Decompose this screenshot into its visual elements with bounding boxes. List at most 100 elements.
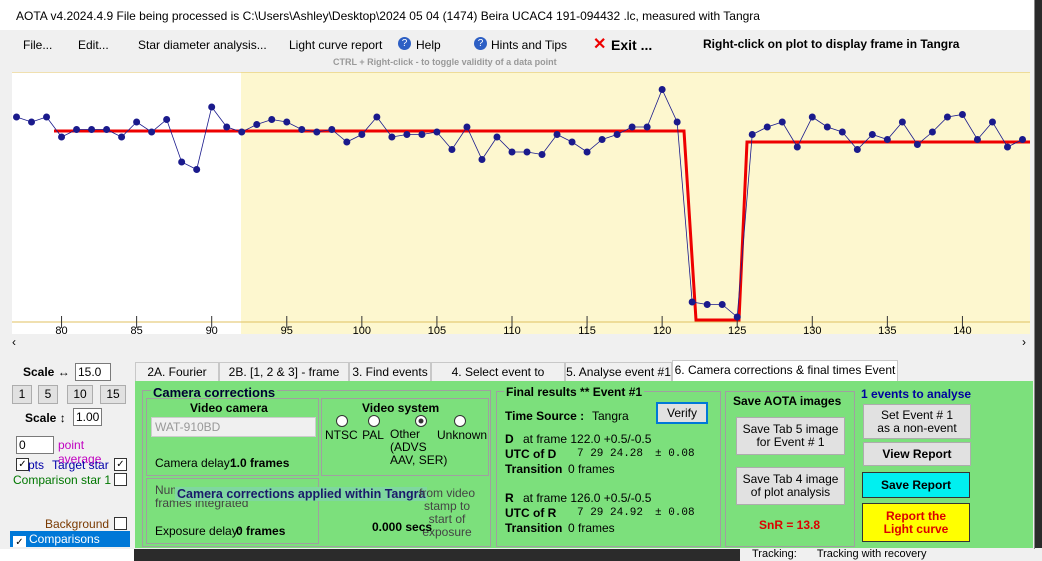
data-point	[493, 133, 501, 141]
label: Target star	[52, 458, 109, 472]
group	[725, 391, 855, 547]
data-point	[763, 123, 771, 131]
data-point	[703, 301, 711, 308]
menu-item[interactable]: Hints and Tips	[491, 38, 568, 52]
select[interactable]: 0	[16, 436, 54, 454]
label-text: Comparisons scaled	[29, 532, 100, 546]
plot-region	[241, 72, 1030, 334]
scale-button[interactable]: 1	[12, 385, 32, 404]
radio[interactable]: PAL	[362, 428, 384, 442]
button[interactable]: View Report	[863, 442, 971, 466]
data-point	[28, 118, 36, 126]
value: 0 frames	[568, 462, 615, 476]
data-point	[853, 146, 861, 153]
checkbox[interactable]: ✓	[114, 458, 127, 471]
menu-item[interactable]: Star diameter analysis...	[138, 38, 267, 52]
scale-button[interactable]: 5	[38, 385, 58, 404]
group-title: Save AOTA images	[733, 394, 842, 408]
button[interactable]: Save Tab 4 image of plot analysis	[736, 467, 845, 505]
data-point	[418, 131, 426, 138]
label: Scale ↕	[25, 411, 66, 425]
button[interactable]: Save Report	[862, 472, 970, 498]
menu-item[interactable]: Exit ...	[611, 37, 653, 53]
data-point	[913, 141, 921, 148]
button[interactable]: Set Event # 1 as a non-event	[863, 404, 971, 439]
label: at frame 122.0 +0.5/-0.5	[523, 432, 652, 446]
group	[142, 390, 491, 547]
radio[interactable]: Other (ADVS AAV, SER)	[390, 427, 448, 467]
data-point	[568, 138, 576, 146]
label: 0 frames	[236, 524, 286, 538]
light-curve-plot[interactable]: 80 85 90 95 100 105 110 115 120 125 130 135 140	[12, 72, 1030, 334]
value: 7 29 24.92	[577, 507, 644, 519]
help-icon: ?	[398, 37, 411, 50]
scale-button[interactable]: 10	[67, 385, 93, 404]
data-point	[838, 128, 846, 136]
checkbox[interactable]	[114, 473, 127, 486]
tab[interactable]: 2B. [1, 2 & 3] - frame test	[219, 362, 349, 397]
data-point	[58, 133, 66, 141]
data-point	[1003, 143, 1011, 151]
x-tick-label: 115	[578, 325, 596, 334]
label: UTC of R	[505, 506, 557, 520]
select[interactable]: WAT-910BD	[151, 417, 316, 437]
menu-item[interactable]: Edit...	[78, 38, 109, 52]
radio[interactable]: NTSC	[325, 428, 358, 442]
data-point	[283, 118, 291, 126]
data-point	[538, 151, 546, 158]
x-tick-label: 120	[653, 325, 671, 334]
menu-item[interactable]: Help	[416, 38, 441, 52]
x-tick-label: 110	[503, 325, 521, 334]
data-point	[628, 123, 636, 131]
data-point	[673, 118, 681, 126]
radio[interactable]: Unknown	[437, 428, 488, 442]
data-point	[103, 126, 111, 133]
value: 7 29 24.28	[577, 448, 644, 460]
label: Time Source :	[505, 409, 585, 423]
data-point	[613, 131, 621, 138]
value: 0 frames	[568, 521, 615, 535]
button[interactable]: Verify	[656, 402, 708, 424]
scale-button[interactable]: 15	[100, 385, 126, 404]
tab-selected[interactable]: 6. Camera corrections & final times Even…	[672, 360, 898, 395]
checkbox[interactable]	[114, 517, 127, 530]
data-point	[898, 118, 906, 126]
radio-dot	[368, 415, 380, 427]
group	[146, 398, 319, 476]
input[interactable]: 1.00	[73, 408, 102, 426]
x-tick-label: 105	[428, 325, 446, 334]
data-point	[958, 111, 966, 118]
x-tick-label: 85	[130, 325, 142, 334]
label: R	[505, 491, 514, 505]
menu-item[interactable]: Light curve report	[289, 38, 383, 52]
input[interactable]: 15.0	[75, 363, 111, 381]
x-tick-label: 80	[55, 325, 67, 334]
label: UTC of D	[505, 447, 557, 461]
label: 1 events to analyse	[861, 387, 972, 401]
label: pts	[28, 458, 45, 472]
button[interactable]: Report the Light curve	[862, 503, 970, 542]
label: point average	[58, 438, 102, 466]
checkbox[interactable]: ✓	[16, 458, 29, 471]
x-tick-label: 125	[728, 325, 746, 334]
tab[interactable]: 3. Find events	[349, 362, 431, 382]
tab[interactable]: 4. Select event to analyse	[431, 362, 565, 397]
label: at frame 126.0 +0.5/-0.5	[523, 491, 652, 505]
x-tick-label: 95	[281, 325, 293, 334]
x-tick-label: 135	[878, 325, 896, 334]
menu-item[interactable]: File...	[23, 38, 53, 52]
tab[interactable]: 2A. Fourier plot	[135, 362, 219, 397]
data-point	[583, 148, 591, 156]
data-point	[928, 128, 936, 136]
scrollbar[interactable]: ‹ ›	[12, 334, 1030, 351]
button[interactable]: Save Tab 5 image for Event # 1	[736, 417, 845, 455]
group-title: Camera corrections	[151, 385, 278, 400]
label: Tangra	[592, 409, 629, 423]
tab[interactable]: 5. Analyse event #1	[565, 362, 672, 382]
label[interactable]: ✓Comparisons scaled	[10, 531, 130, 547]
data-point	[733, 313, 741, 321]
x-tick-label: 140	[953, 325, 971, 334]
data-point	[163, 116, 171, 123]
data-point	[358, 131, 366, 138]
